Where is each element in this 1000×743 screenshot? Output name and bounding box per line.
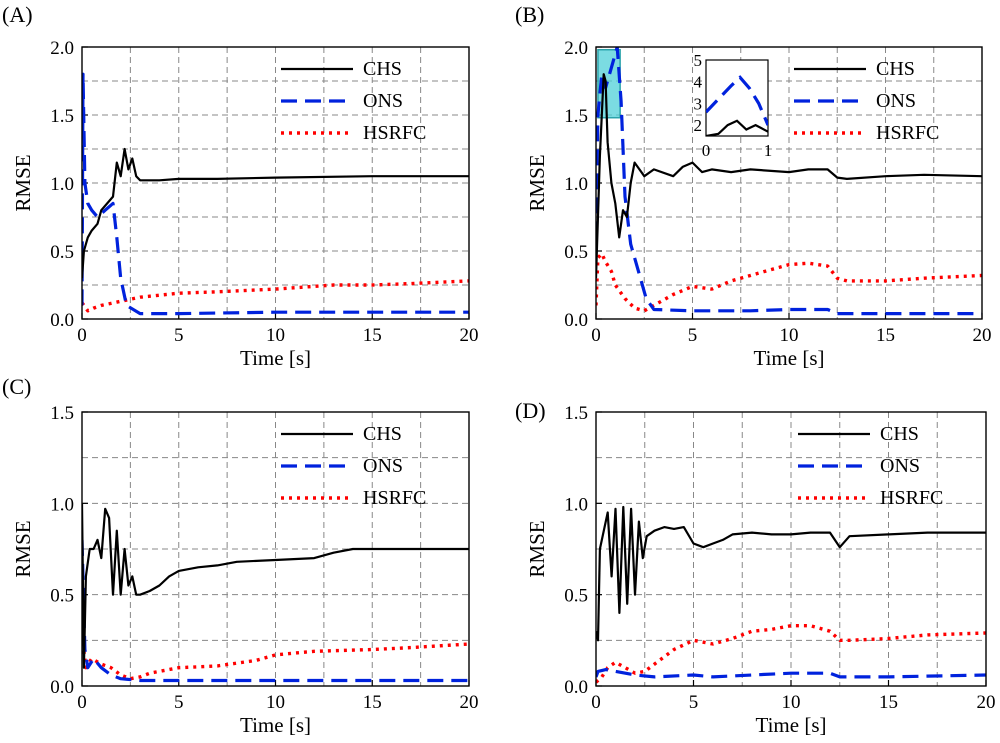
y-axis-title: RMSE — [11, 154, 35, 211]
inset-y-tick-label: 3 — [694, 94, 703, 113]
plot-frame — [81, 411, 470, 687]
inset-chart: 2 3 4 5 0 1 — [694, 51, 773, 160]
y-tick-label: 1.0 — [564, 494, 588, 515]
legend-label-ons: ONS — [876, 90, 916, 112]
legend-label-hsrfc: HSRFC — [880, 487, 943, 509]
x-tick-label: 20 — [977, 692, 996, 713]
y-tick-label: 1.5 — [564, 106, 588, 127]
series-line-hsrfc — [596, 624, 986, 684]
legend-label-chs: CHS — [363, 423, 402, 445]
inset-x-tick-label: 1 — [764, 141, 773, 160]
y-tick-label: 0.0 — [564, 310, 588, 331]
x-tick-label: 5 — [688, 325, 698, 346]
legend-label-ons: ONS — [363, 455, 403, 477]
series-line-chs — [82, 503, 469, 669]
panel-label-c: (C) — [2, 374, 31, 399]
inset-frame — [705, 59, 769, 137]
series-line-chs — [596, 73, 982, 279]
x-tick-label: 10 — [266, 692, 285, 713]
x-axis-title: Time [s] — [240, 713, 311, 737]
y-axis-title: RMSE — [525, 520, 549, 577]
legend-label-hsrfc: HSRFC — [363, 122, 426, 144]
y-tick-label: 1.0 — [50, 494, 74, 515]
inset-series-ons — [706, 75, 768, 126]
panel-label-d: (D) — [515, 398, 546, 423]
y-tick-label: 0.5 — [564, 586, 588, 607]
x-tick-label: 5 — [174, 325, 184, 346]
y-axis-title: RMSE — [11, 520, 35, 577]
panel-label-a: (A) — [2, 2, 33, 27]
y-tick-label: 0.0 — [50, 310, 74, 331]
x-tick-label: 0 — [591, 325, 601, 346]
inset-y-tick-label: 4 — [694, 73, 703, 92]
x-tick-label: 10 — [780, 325, 799, 346]
y-tick-label: 0.5 — [50, 242, 74, 263]
series-line-ons — [82, 539, 469, 683]
y-tick-label: 0.5 — [50, 586, 74, 607]
legend-label-hsrfc: HSRFC — [363, 487, 426, 509]
series-line-hsrfc — [82, 279, 469, 313]
inset-y-tick-label: 2 — [694, 116, 703, 135]
x-axis-title: Time [s] — [754, 346, 825, 370]
x-tick-label: 15 — [876, 325, 895, 346]
y-tick-label: 1.5 — [50, 106, 74, 127]
inset-x-tick-label: 0 — [702, 141, 711, 160]
x-tick-label: 20 — [973, 325, 992, 346]
y-tick-label: 2.0 — [50, 38, 74, 59]
legend-label-chs: CHS — [880, 423, 919, 445]
legend-label-chs: CHS — [363, 58, 402, 80]
panel-label-b: (B) — [515, 2, 544, 27]
legend-label-hsrfc: HSRFC — [876, 122, 939, 144]
inset-series-chs — [706, 119, 768, 136]
panel-a: (A) 0 5 10 15 20 0.0 0.5 1.0 1.5 2.0 Time [s] RMSE C… — [2, 2, 479, 370]
x-tick-label: 0 — [591, 692, 601, 713]
inset-y-tick-label: 5 — [694, 51, 703, 70]
legend-label-chs: CHS — [876, 58, 915, 80]
series-line-chs — [596, 505, 986, 642]
x-tick-label: 0 — [77, 325, 87, 346]
x-tick-label: 10 — [782, 692, 801, 713]
series-line-ons — [82, 72, 469, 316]
legend-label-ons: ONS — [880, 455, 920, 477]
panel-c: (C) 0 5 10 15 20 0.0 0.5 1.0 1.5 Time [s] RMSE CHS O… — [2, 374, 479, 737]
y-tick-label: 0.5 — [564, 242, 588, 263]
series-line-hsrfc — [596, 251, 982, 313]
y-tick-label: 2.0 — [564, 38, 588, 59]
legend-label-ons: ONS — [363, 90, 403, 112]
plot-frame — [81, 46, 470, 320]
plot-frame — [595, 46, 983, 320]
series-line-chs — [82, 147, 469, 279]
x-axis-title: Time [s] — [240, 346, 311, 370]
y-tick-label: 1.0 — [564, 174, 588, 195]
series-line-ons — [596, 667, 986, 679]
x-tick-label: 5 — [174, 692, 184, 713]
x-tick-label: 5 — [689, 692, 699, 713]
y-tick-label: 0.0 — [50, 677, 74, 698]
x-tick-label: 20 — [460, 692, 479, 713]
y-tick-label: 0.0 — [564, 677, 588, 698]
plot-frame — [595, 411, 987, 687]
y-tick-label: 1.5 — [564, 403, 588, 424]
y-tick-label: 1.0 — [50, 174, 74, 195]
x-tick-label: 20 — [460, 325, 479, 346]
x-tick-label: 15 — [363, 325, 382, 346]
x-tick-label: 0 — [77, 692, 87, 713]
panel-d: (D) 0 5 10 15 20 0.0 0.5 1.0 1.5 Time [s] RMSE CHS O… — [515, 398, 996, 737]
x-axis-title: Time [s] — [756, 713, 827, 737]
y-axis-title: RMSE — [525, 154, 549, 211]
x-tick-label: 10 — [266, 325, 285, 346]
x-tick-label: 15 — [363, 692, 382, 713]
x-tick-label: 15 — [879, 692, 898, 713]
y-tick-label: 1.5 — [50, 403, 74, 424]
